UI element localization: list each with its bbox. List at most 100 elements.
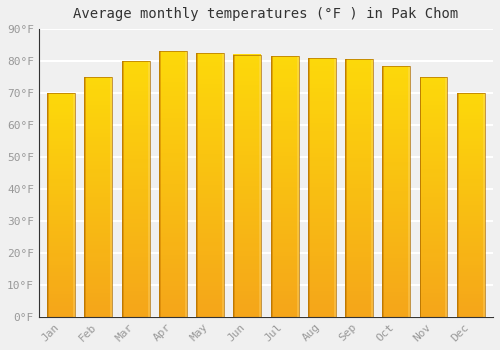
Bar <box>234 203 262 208</box>
Bar <box>159 113 187 118</box>
Bar <box>196 106 224 110</box>
Bar <box>457 302 484 306</box>
Bar <box>270 234 298 239</box>
Bar <box>84 77 112 317</box>
Bar <box>159 91 187 96</box>
Bar <box>122 108 150 112</box>
Bar <box>457 234 484 238</box>
Bar <box>270 56 298 317</box>
Bar <box>457 209 484 212</box>
Bar <box>270 56 272 317</box>
Bar <box>159 295 187 299</box>
Bar <box>159 180 187 184</box>
Bar <box>196 114 224 119</box>
Bar <box>47 97 75 100</box>
Bar <box>84 77 86 317</box>
Bar <box>270 230 298 234</box>
Bar <box>234 260 262 264</box>
Bar <box>270 290 298 295</box>
Bar <box>345 85 373 90</box>
Bar <box>308 213 336 218</box>
Bar <box>84 137 112 141</box>
Bar <box>234 238 262 243</box>
Bar <box>457 93 484 97</box>
Bar <box>457 287 484 291</box>
Bar <box>122 231 150 236</box>
Bar <box>84 257 112 261</box>
Bar <box>457 201 484 205</box>
Bar <box>457 257 484 261</box>
Bar <box>345 231 373 235</box>
Bar <box>382 66 384 317</box>
Bar <box>382 208 410 212</box>
Bar <box>84 113 112 117</box>
Bar <box>196 202 224 207</box>
Bar <box>159 241 187 246</box>
Bar <box>382 154 410 158</box>
Bar <box>84 81 112 85</box>
Bar <box>47 175 75 179</box>
Bar <box>308 58 336 62</box>
Bar <box>234 164 262 168</box>
Bar <box>382 308 410 313</box>
Bar <box>420 285 448 289</box>
Bar <box>159 51 161 317</box>
Bar <box>270 273 298 278</box>
Bar <box>482 93 484 317</box>
Bar <box>196 229 224 233</box>
Bar <box>84 197 112 201</box>
Bar <box>420 85 448 89</box>
Bar <box>122 210 150 215</box>
Bar <box>308 118 336 122</box>
Bar <box>122 133 150 138</box>
Bar <box>47 287 75 291</box>
Bar <box>308 122 336 127</box>
Bar <box>334 58 336 317</box>
Bar <box>159 109 187 113</box>
Bar <box>345 205 373 210</box>
Bar <box>84 213 112 217</box>
Bar <box>47 275 75 280</box>
Bar <box>196 88 224 93</box>
Bar <box>84 313 112 317</box>
Bar <box>122 206 150 210</box>
Bar <box>420 113 448 117</box>
Bar <box>47 149 75 153</box>
Bar <box>234 55 262 59</box>
Bar <box>47 216 75 220</box>
Bar <box>196 303 224 308</box>
Bar <box>420 137 448 141</box>
Bar <box>47 201 75 205</box>
Bar <box>196 141 224 145</box>
Bar <box>47 93 75 97</box>
Bar <box>420 149 448 153</box>
Bar <box>457 194 484 197</box>
Bar <box>345 192 373 197</box>
Bar <box>196 268 224 273</box>
Bar <box>196 84 224 88</box>
Bar <box>122 236 150 240</box>
Bar <box>47 104 75 108</box>
Bar <box>234 150 262 155</box>
Bar <box>382 237 410 241</box>
Bar <box>234 63 262 68</box>
Bar <box>457 253 484 257</box>
Bar <box>84 181 112 185</box>
Bar <box>84 249 112 253</box>
Bar <box>122 180 150 185</box>
Bar <box>47 130 75 134</box>
Bar <box>159 60 187 65</box>
Bar <box>122 142 150 146</box>
Bar <box>345 76 373 81</box>
Bar <box>122 313 150 317</box>
Bar <box>47 264 75 268</box>
Bar <box>159 122 187 127</box>
Bar <box>234 81 262 85</box>
Bar <box>420 205 448 209</box>
Bar <box>457 145 484 149</box>
Bar <box>122 172 150 176</box>
Bar <box>420 173 448 177</box>
Bar <box>47 268 75 272</box>
Bar <box>270 221 298 226</box>
Bar <box>159 131 187 135</box>
